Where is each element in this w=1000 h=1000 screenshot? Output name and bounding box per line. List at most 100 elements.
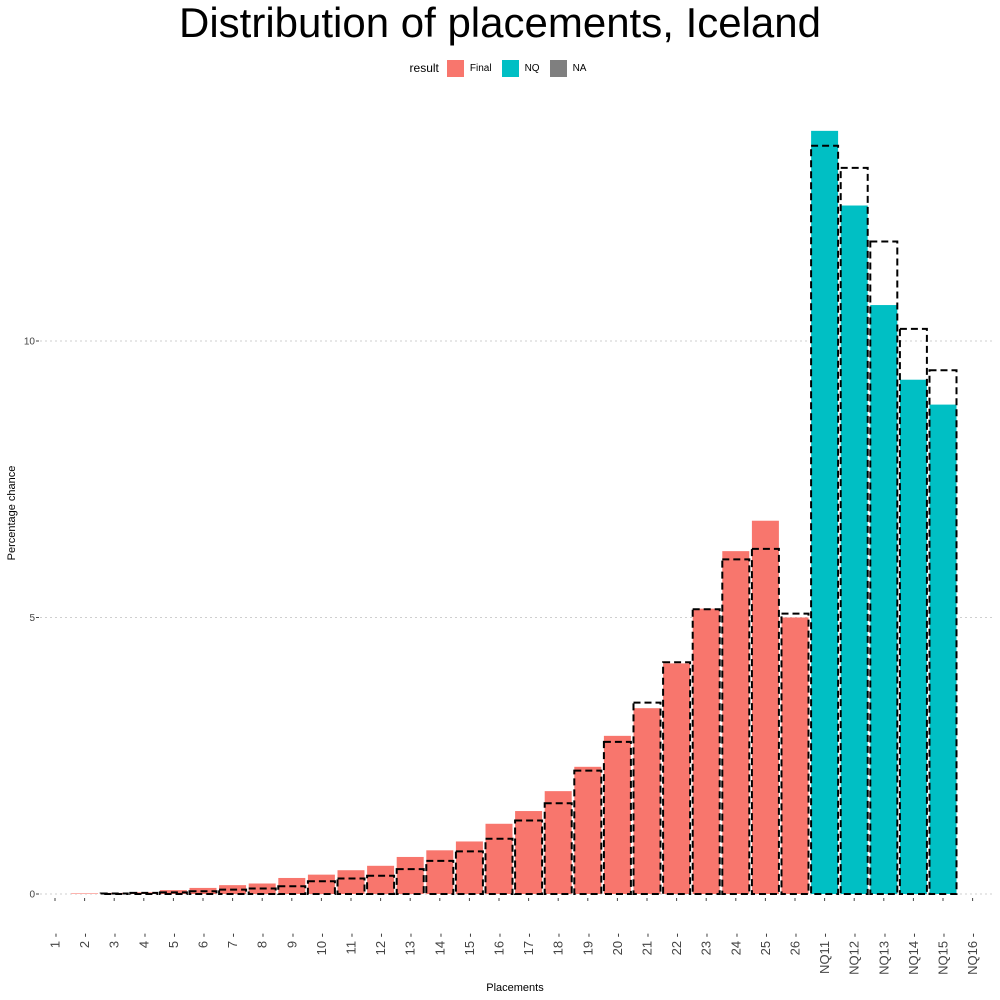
reference-outline-bar [750,547,780,895]
legend-item-final: Final [446,59,492,77]
x-tick-label: 12 - [373,933,388,955]
reference-outline-bar [573,769,603,896]
legend-title: result [409,61,439,75]
x-tick-label: 2 - [77,933,92,948]
x-tick-label: 20 - [610,933,625,955]
reference-outline-bar [662,661,692,896]
reference-outline-bar [928,369,958,895]
x-tick-label: 7 - [225,933,240,948]
bar-final [722,551,750,894]
bar-nq [899,379,927,895]
reference-outline-bar [277,885,307,895]
bar-final [544,791,572,894]
reference-outline-bar [839,166,869,895]
legend-item-na: NA [549,59,587,77]
x-tick-label: 19 - [580,933,595,955]
bar-final [663,663,691,894]
x-tick-label: 5 - [166,933,181,948]
x-tick-label: 25 - [758,933,773,955]
reference-outline-bar [336,877,366,895]
reference-outline-bar [810,144,840,895]
bar-final [633,708,661,894]
bar-final [337,870,365,894]
bar-nq [870,305,898,894]
y-axis-label: Percentage chance [6,466,18,561]
legend-key-na [549,59,567,77]
bar-final [751,520,779,894]
x-tick-label: 17 - [521,933,536,955]
reference-outline-bar [543,802,573,895]
legend-item-nq: NQ [501,59,540,77]
x-tick-label: 10 - [314,933,329,955]
x-tick-label: 15 - [462,933,477,955]
x-tick-label: 11 - [344,933,359,954]
bar-final [426,850,454,894]
x-axis-label: Placements [486,982,544,994]
legend-label-final: Final [469,62,492,74]
bar-final [515,811,543,894]
legend-label-nq: NQ [524,62,540,74]
bar-final [692,608,720,894]
reference-outline-bar [99,892,129,896]
bar-final [367,865,395,894]
bar-nq [811,130,839,895]
x-tick-label: NQ16 - [965,933,980,975]
x-tick-label: 8 - [255,933,270,948]
bar-final [455,841,483,894]
reference-outline-bar [602,740,632,895]
bar-final [574,766,602,894]
x-tick-label: NQ12 - [847,933,862,975]
y-tick-label: 5 [29,613,35,624]
legend-key-nq [501,59,519,77]
y-axis-ticks: 0 5 10 [24,337,39,901]
reference-outline-bar [514,819,544,895]
legend-label-na: NA [572,62,587,74]
x-tick-label: 22 - [669,933,684,955]
x-tick-label: 14 - [432,933,447,955]
chart-title: Distribution of placements, Iceland [179,0,821,46]
reference-outline-bar [218,888,248,895]
x-tick-label: 4 - [136,933,151,948]
x-tick-label: NQ13 - [876,933,891,975]
x-tick-label: 21 - [640,933,655,955]
reference-outline [99,144,958,896]
reference-outline-bar [632,701,662,895]
bar-final [396,856,424,894]
bar-final [485,823,513,894]
reference-outline-bar [898,327,928,896]
x-tick-label: NQ11 - [817,933,832,974]
x-axis-ticks: 1 - 2 - 3 - 4 - 5 - 6 - 7 - 8 - 9 - 10 - 11 - 12 - 1… [48,898,980,975]
reference-outline-bar [366,874,396,895]
x-tick-label: 9 - [284,933,299,948]
x-tick-label: 6 - [196,933,211,948]
x-tick-label: 1 - [48,933,63,948]
y-tick-label: 10 [24,337,36,348]
reference-outline-bar [869,240,899,895]
reference-outline-bar [721,558,751,895]
x-tick-label: 23 - [699,933,714,955]
reference-outline-bar [425,859,455,896]
reference-outline-bar [247,887,277,895]
x-tick-label: NQ15 - [936,933,951,975]
bars [71,130,957,895]
bar-final [307,874,335,894]
x-tick-label: 18 - [551,933,566,955]
bar-final [781,617,809,894]
reference-outline-bar [780,612,810,896]
x-tick-label: 13 - [403,933,418,955]
reference-outline-bar [691,608,721,896]
reference-outline-bar [454,850,484,896]
x-tick-label: 3 - [107,933,122,948]
x-tick-label: 24 - [728,933,743,955]
reference-outline-bar [484,837,514,896]
reference-outline-bar [306,880,336,896]
x-tick-label: 26 - [788,933,803,955]
legend-key-final [446,59,464,77]
bar-nq [929,404,957,894]
x-tick-label: 16 - [492,933,507,955]
reference-outline-bar [395,868,425,895]
x-tick-label: NQ14 - [906,933,921,975]
bar-final [71,893,99,894]
legend: result Final NQ NA [0,58,1000,78]
